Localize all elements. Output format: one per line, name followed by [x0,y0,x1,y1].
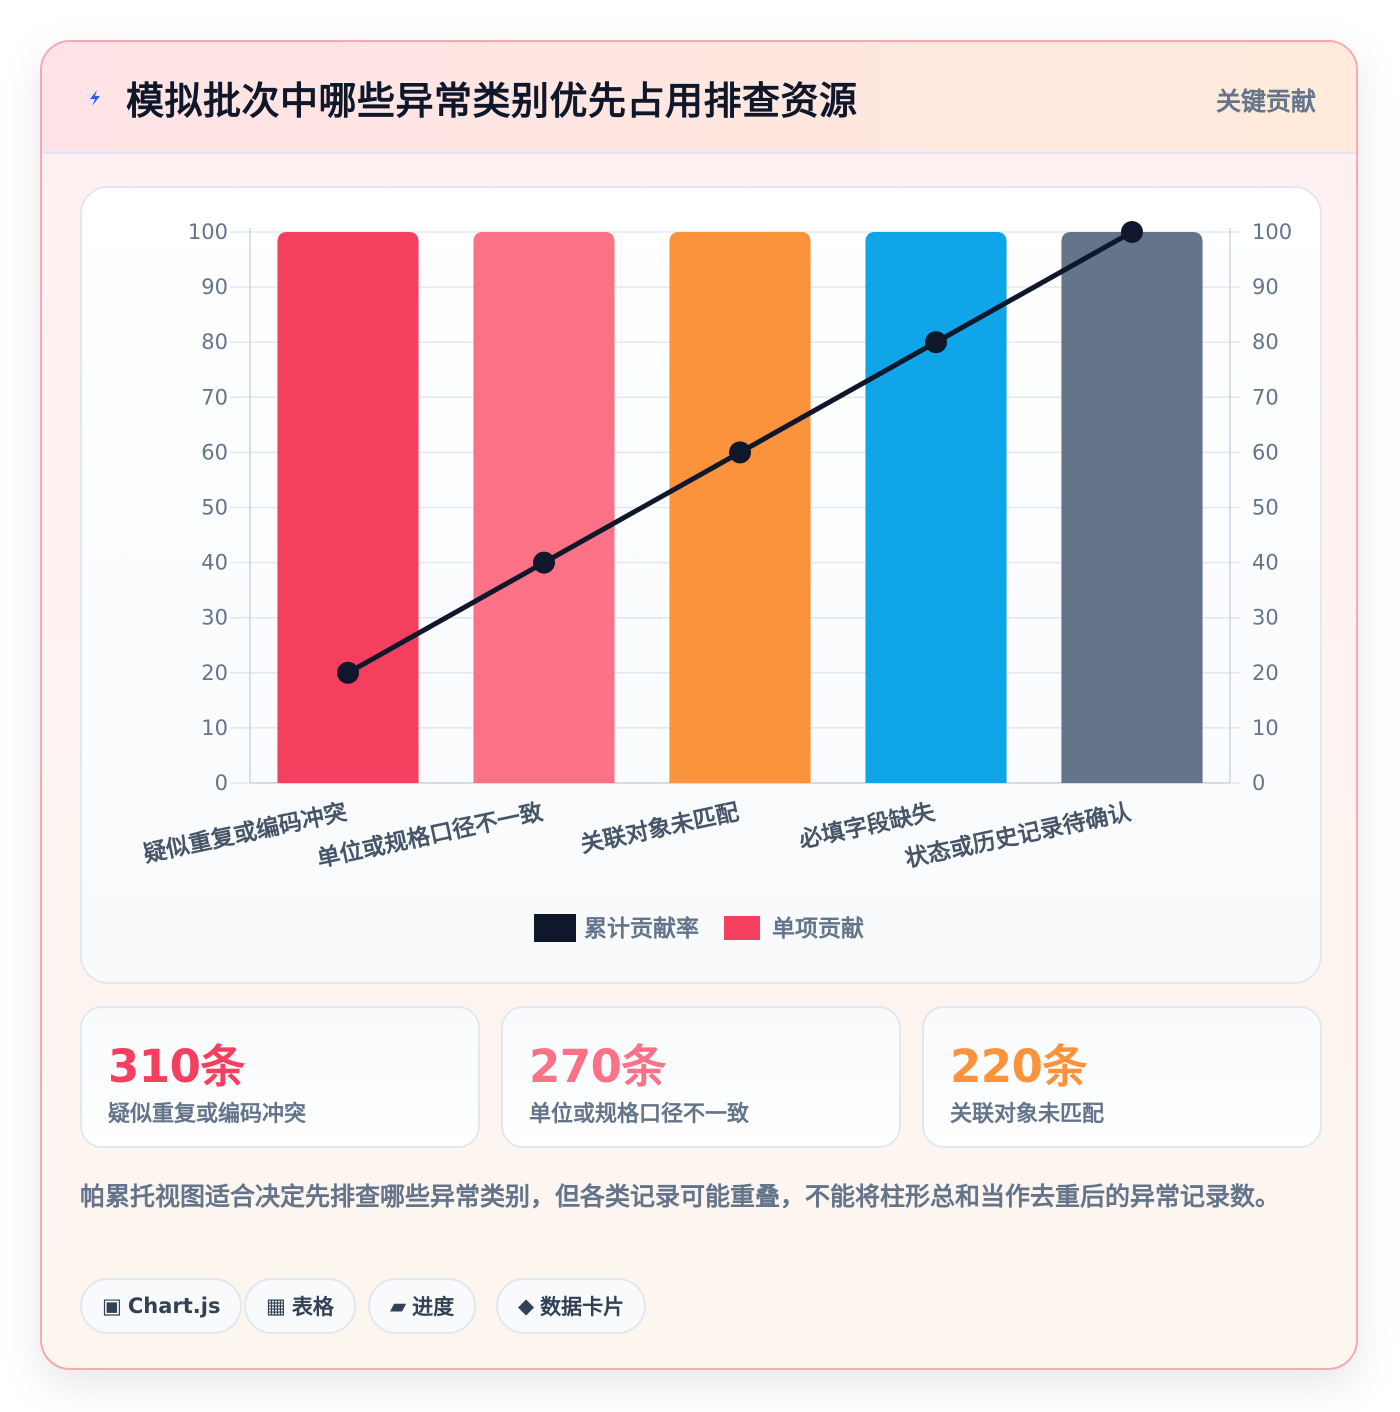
chip-label: Chart.js [127,1294,221,1318]
bar [1061,232,1203,783]
stat-value: 270条 [529,1040,666,1093]
chip-table[interactable]: ▦ 表格 [244,1278,356,1334]
x-tick-label: 单位或规格口径不一致 [315,798,547,872]
legend-swatch-line [534,914,576,942]
progress-icon: ▰ [390,1294,407,1318]
y-tick-label: 60 [201,440,228,464]
legend-label: 单项贡献 [772,916,864,942]
y2-tick-label: 20 [1252,661,1279,685]
y-tick-label: 70 [201,385,228,409]
bar [669,232,811,783]
y2-tick-label: 80 [1252,330,1279,354]
y2-tick-label: 10 [1252,716,1279,740]
stat-value: 310条 [108,1040,245,1093]
y2-tick-label: 70 [1252,385,1279,409]
y-tick-label: 40 [201,551,228,575]
y2-tick-label: 60 [1252,440,1279,464]
line-point [533,551,555,574]
chip-progress[interactable]: ▰ 进度 [368,1278,477,1334]
y2-tick-label: 30 [1252,606,1279,630]
header-tag: 关键贡献 [1215,87,1316,116]
y-tick-label: 10 [201,716,228,740]
lightning-icon [90,90,100,106]
page-title: 模拟批次中哪些异常类别优先占用排查资源 [126,79,858,123]
footnote: 帕累托视图适合决定先排查哪些异常类别，但各类记录可能重叠，不能将柱形总和当作去重… [80,1182,1281,1211]
legend-label: 累计贡献率 [584,915,699,942]
bar [865,232,1007,783]
pareto-chart: 0 0 10 10 20 20 30 30 40 40 50 50 60 60 70 70 80 80 90 90 10… [141,220,1292,942]
chart-card: 模拟批次中哪些异常类别优先占用排查资源 关键贡献 0 0 10 10 20 20 30 30 4… [40,40,1358,1370]
y-tick-label: 100 [188,220,228,244]
chip-label: 表格 [291,1295,334,1319]
y-tick-label: 90 [201,275,228,299]
stat-label: 关联对象未匹配 [950,1102,1105,1127]
y-tick-label: 30 [201,606,228,630]
y2-tick-label: 40 [1252,551,1279,575]
chart-panel: 0 0 10 10 20 20 30 30 40 40 50 50 60 60 70 70 80 80 90 90 10… [80,186,1322,984]
line-point [1121,221,1143,243]
chart-icon: ▣ [102,1294,122,1318]
bar [277,232,419,783]
line-point [729,441,751,464]
y2-tick-label: 0 [1252,771,1265,795]
stat-card-1: 310条 疑似重复或编码冲突 [80,1006,480,1148]
chip-label: 进度 [412,1295,455,1319]
stat-card-2: 270条 单位或规格口径不一致 [501,1006,901,1148]
bar [473,232,615,783]
y2-tick-label: 90 [1252,275,1279,299]
y-tick-label: 0 [215,771,228,795]
card-header: 模拟批次中哪些异常类别优先占用排查资源 关键贡献 [42,42,1356,154]
y-tick-label: 80 [201,330,228,354]
stat-value: 220条 [950,1040,1087,1093]
table-icon: ▦ [266,1294,286,1318]
y2-tick-label: 50 [1252,496,1279,520]
x-tick-label: 状态或历史记录待确认 [903,798,1134,872]
chip-label: 数据卡片 [540,1295,625,1319]
stat-card-3: 220条 关联对象未匹配 [922,1006,1322,1148]
chip-data-card[interactable]: ◆ 数据卡片 [496,1278,647,1334]
x-tick-label: 关联对象未匹配 [578,798,741,858]
line-point [337,661,359,684]
y-tick-label: 50 [201,496,228,520]
legend-swatch-bar [724,916,760,940]
diamond-icon: ◆ [518,1294,535,1318]
y-tick-label: 20 [201,661,228,685]
chip-chartjs[interactable]: ▣ Chart.js [80,1278,243,1334]
line-point [925,331,947,354]
y2-tick-label: 100 [1252,220,1292,244]
stat-label: 疑似重复或编码冲突 [108,1102,307,1127]
stat-label: 单位或规格口径不一致 [529,1102,750,1127]
